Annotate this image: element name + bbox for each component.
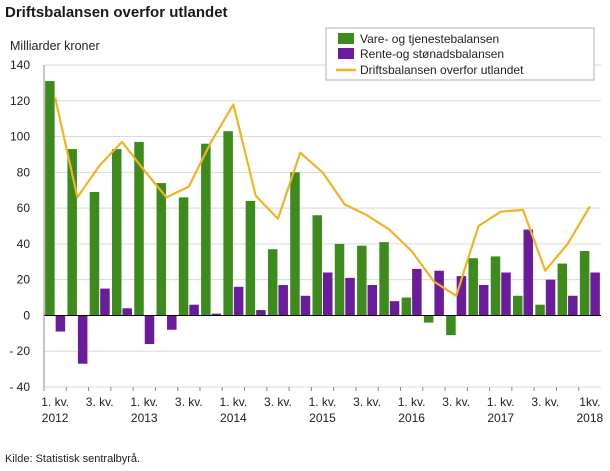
y-tick-label: 40	[17, 237, 31, 251]
y-tick-label: 0	[23, 308, 30, 322]
legend-box	[325, 27, 595, 81]
bar-interest-transfers	[545, 279, 556, 316]
line-current-account	[54, 96, 591, 297]
y-tick-label: 80	[17, 165, 31, 179]
bar-goods-services	[334, 243, 345, 316]
bar-interest-transfers	[256, 310, 266, 316]
bar-interest-transfers	[300, 295, 311, 316]
x-tick-year-label: 2017	[487, 411, 514, 425]
bar-interest-transfers	[456, 276, 467, 316]
y-tick-label: 120	[10, 94, 30, 108]
bar-goods-services	[401, 297, 412, 316]
bar-goods-services	[535, 304, 545, 316]
bar-goods-services	[111, 149, 122, 316]
x-tick-year-label: 2018	[577, 411, 604, 425]
bar-interest-transfers	[278, 285, 288, 316]
bar-goods-services	[423, 315, 434, 323]
bar-goods-services	[579, 251, 590, 316]
x-tick-label: 1. kv.	[487, 395, 515, 409]
bar-interest-transfers	[323, 272, 333, 316]
bar-interest-transfers	[523, 229, 534, 316]
bar-goods-services	[267, 249, 278, 316]
bar-goods-services	[490, 256, 501, 316]
bar-goods-services	[379, 242, 389, 316]
y-tick-label: - 40	[9, 380, 30, 394]
bar-interest-transfers	[189, 304, 199, 316]
bar-interest-transfers	[367, 285, 378, 316]
bar-goods-services	[245, 200, 256, 316]
legend-swatch-interest	[338, 48, 354, 59]
bar-goods-services	[178, 197, 189, 316]
bar-goods-services	[468, 258, 478, 316]
bar-interest-transfers	[501, 272, 511, 316]
bar-interest-transfers	[167, 315, 177, 330]
bar-goods-services	[357, 245, 367, 316]
bar-goods-services	[201, 143, 211, 316]
bar-goods-services	[45, 81, 55, 316]
bar-interest-transfers	[434, 270, 444, 316]
x-tick-year-label: 2016	[398, 411, 425, 425]
bar-goods-services	[67, 149, 77, 316]
bar-goods-services	[312, 215, 322, 316]
x-tick-label: 3. kv.	[264, 395, 292, 409]
x-tick-label: 3. kv.	[353, 395, 381, 409]
legend-label-goods: Vare- og tjenestebalansen	[360, 32, 499, 46]
bar-interest-transfers	[211, 313, 222, 316]
x-tick-label: 1. kv.	[219, 395, 247, 409]
bar-goods-services	[156, 183, 167, 316]
x-tick-label: 1. kv.	[309, 395, 337, 409]
x-tick-year-label: 2012	[42, 411, 69, 425]
bar-goods-services	[290, 172, 300, 316]
x-tick-label: 3. kv.	[531, 395, 559, 409]
bar-interest-transfers	[55, 315, 66, 332]
bar-interest-transfers	[345, 277, 355, 316]
bar-goods-services	[513, 295, 523, 316]
bar-goods-services	[223, 131, 233, 316]
y-tick-label: 20	[17, 273, 31, 287]
x-tick-year-label: 2015	[309, 411, 336, 425]
y-axis-label: Milliarder kroner	[10, 39, 100, 53]
bar-interest-transfers	[144, 315, 155, 345]
bar-interest-transfers	[412, 268, 422, 316]
bar-interest-transfers	[122, 308, 132, 316]
x-tick-label: 3. kv.	[175, 395, 203, 409]
bar-goods-services	[557, 263, 568, 316]
bar-goods-services	[446, 315, 456, 336]
legend-label-interest: Rente-og stønadsbalansen	[360, 47, 504, 61]
line-layer	[54, 96, 591, 297]
x-tick-year-label: 2014	[220, 411, 247, 425]
chart-title: Driftsbalansen overfor utlandet	[5, 4, 228, 21]
legend: Vare- og tjenestebalansen Rente-og støna…	[325, 27, 595, 81]
y-tick-label: 140	[10, 58, 30, 72]
grid-layer	[44, 64, 601, 388]
x-tick-label: 1kv.	[579, 395, 600, 409]
bar-interest-transfers	[568, 295, 578, 316]
x-tick-label: 1. kv.	[398, 395, 426, 409]
legend-label-current-account: Driftsbalansen overfor utlandet	[360, 63, 524, 77]
x-tick-label: 3. kv.	[86, 395, 114, 409]
y-tick-label: 100	[10, 130, 30, 144]
x-tick-label: 3. kv.	[442, 395, 470, 409]
x-tick-year-label: 2013	[131, 411, 158, 425]
bar-interest-transfers	[100, 288, 110, 316]
bar-interest-transfers	[590, 272, 600, 316]
y-tick-label: 60	[17, 201, 31, 215]
bar-interest-transfers	[233, 286, 244, 316]
source-note: Kilde: Statistisk sentralbyrå.	[5, 453, 141, 465]
bar-layer	[45, 81, 600, 364]
bar-interest-transfers	[389, 301, 400, 316]
y-tick-label: - 20	[9, 344, 30, 358]
bar-interest-transfers	[478, 285, 489, 316]
legend-swatch-goods	[338, 33, 354, 44]
bar-interest-transfers	[77, 315, 88, 364]
bar-goods-services	[89, 192, 100, 316]
x-tick-label: 1. kv.	[130, 395, 158, 409]
axis-layer: - 40 - 20 0 20 40 60 80 100 120 140 1. kv. 2012 3. k…	[9, 58, 603, 425]
bar-goods-services	[134, 141, 144, 316]
x-tick-label: 1. kv.	[41, 395, 69, 409]
